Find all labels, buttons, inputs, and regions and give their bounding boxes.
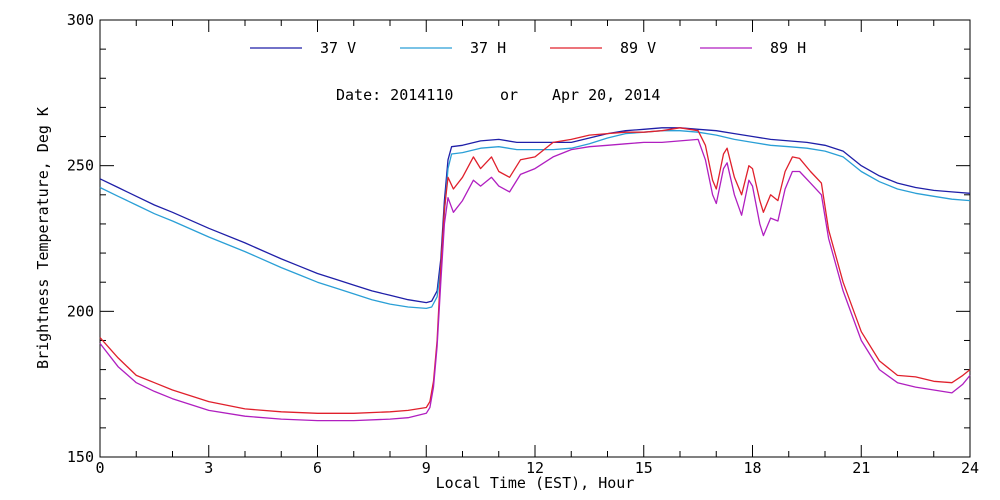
x-tick-label: 18 bbox=[743, 459, 761, 477]
series-line bbox=[99, 127, 971, 414]
y-tick-label: 150 bbox=[67, 448, 94, 466]
x-tick-label: 6 bbox=[313, 459, 322, 477]
series-line bbox=[99, 127, 971, 304]
legend-label: 89 V bbox=[620, 39, 656, 57]
y-axis-title: Brightness Temperature, Deg K bbox=[34, 107, 52, 369]
legend-label: 37 H bbox=[470, 39, 506, 57]
x-tick-label: 9 bbox=[422, 459, 431, 477]
legend: 37 V 37 H 89 V 89 H bbox=[250, 39, 806, 57]
y-tick-label: 300 bbox=[67, 11, 94, 29]
date-text: Apr 20, 2014 bbox=[552, 86, 660, 104]
y-tick-label: 250 bbox=[67, 157, 94, 175]
x-tick-label: 0 bbox=[95, 459, 104, 477]
series-line bbox=[99, 138, 971, 422]
series-line bbox=[99, 130, 971, 310]
date-connector: or bbox=[500, 86, 518, 104]
legend-label: 89 H bbox=[770, 39, 806, 57]
plot-frame bbox=[99, 19, 971, 458]
x-tick-label: 24 bbox=[961, 459, 979, 477]
x-axis-title: Local Time (EST), Hour bbox=[436, 474, 635, 492]
y-tick-label: 200 bbox=[67, 302, 94, 320]
series-lines bbox=[99, 127, 971, 422]
x-tick-label: 21 bbox=[852, 459, 870, 477]
legend-label: 37 V bbox=[320, 39, 356, 57]
x-tick-label: 12 bbox=[526, 459, 544, 477]
date-label: Date: 2014110 bbox=[336, 86, 453, 104]
axis-ticks: 0 3 6 9 12 15 18 21 24 150 200 250 300 bbox=[67, 11, 979, 477]
x-tick-label: 15 bbox=[635, 459, 653, 477]
x-tick-label: 3 bbox=[204, 459, 213, 477]
